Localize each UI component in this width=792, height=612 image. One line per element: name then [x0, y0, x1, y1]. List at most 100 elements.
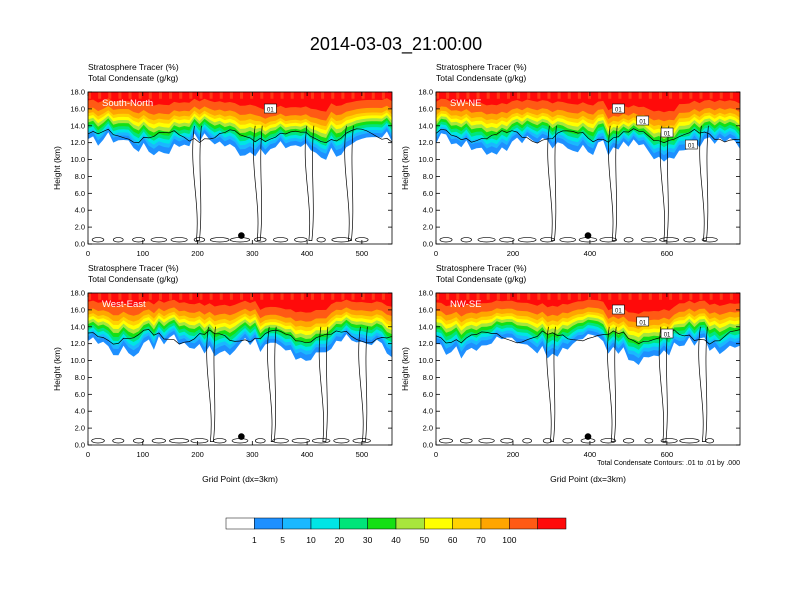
tracer-field [88, 293, 392, 444]
y-tick-label: 8.0 [423, 172, 433, 181]
x-tick-label: 200 [191, 450, 204, 459]
colorbar-swatch [509, 517, 538, 530]
location-marker [584, 232, 592, 239]
panel-name: West-East [102, 299, 146, 310]
y-tick-label: 18.0 [70, 88, 85, 97]
y-tick-label: 2.0 [75, 223, 85, 232]
y-tick-label: 12.0 [70, 138, 85, 147]
condensate-contours [436, 125, 740, 243]
contour-footnote: Total Condensate Contours: .01 to .01 by… [597, 460, 740, 467]
y-tick-label: 4.0 [423, 206, 433, 215]
x-tick-label: 100 [137, 249, 150, 258]
y-tick-label: 10.0 [70, 356, 85, 365]
colorbar-label: 100 [502, 535, 516, 545]
y-tick-label: 12.0 [418, 339, 433, 348]
y-tick-label: 12.0 [70, 339, 85, 348]
panel-west-east: West-East 0.0 2.0 4.0 6.0 8.0 10.0 12.0 14.0 16.0… [52, 263, 393, 484]
colorbar-swatch [254, 517, 283, 530]
panel-title-condensate: Total Condensate (g/kg) [436, 73, 526, 83]
y-tick-label: 10.0 [418, 356, 433, 365]
condensate-contours [88, 326, 392, 444]
colorbar-swatch [225, 517, 255, 530]
y-tick-label: 16.0 [418, 104, 433, 113]
y-tick-label: 8.0 [423, 373, 433, 382]
contour-label: 01 [660, 127, 674, 138]
y-tick-label: 6.0 [75, 189, 85, 198]
colorbar-swatch [452, 517, 482, 530]
colorbar-label: 1 [252, 535, 257, 545]
x-tick-label: 500 [356, 450, 369, 459]
contour-label: 01 [660, 328, 674, 339]
colorbar-swatch [537, 517, 567, 530]
svg-text:01: 01 [664, 132, 671, 138]
contour-label: 01 [612, 304, 625, 315]
colorbar-swatch [367, 517, 397, 530]
x-tick-label: 200 [507, 450, 520, 459]
tracer-field [88, 92, 392, 243]
colorbar-label: 10 [306, 535, 316, 545]
y-tick-label: 16.0 [70, 104, 85, 113]
y-tick-label: 2.0 [423, 223, 433, 232]
panel-sw-ne: 01 01 01 01 SW-NE 0.0 2.0 4.0 6.0 8.0 10.0 12.0 14.0… [400, 62, 741, 258]
panel-title-condensate: Total Condensate (g/kg) [88, 73, 178, 83]
plot-frame [87, 91, 393, 245]
panel-name: SW-NE [450, 98, 482, 109]
y-axis-label: Height (km) [400, 146, 410, 190]
panel-nw-se: 01 01 01 NW-SE 0.0 2.0 4.0 6.0 8.0 10.0 12.0 14.0 16… [400, 263, 741, 484]
y-tick-label: 14.0 [70, 121, 85, 130]
plot-frame [435, 292, 741, 446]
y-tick-label: 0.0 [75, 441, 85, 450]
panel-south-north: 01 South-North 0.0 2.0 4.0 6.0 8.0 10.0 12.0 14.0… [52, 62, 393, 258]
colorbar-label: 60 [448, 535, 458, 545]
y-tick-label: 12.0 [418, 138, 433, 147]
y-tick-label: 16.0 [70, 305, 85, 314]
panel-title-condensate: Total Condensate (g/kg) [88, 274, 178, 284]
x-tick-label: 300 [246, 450, 259, 459]
colorbar-swatch [282, 517, 312, 530]
x-tick-label: 300 [246, 249, 259, 258]
colorbar: 1 5 10 20 30 40 50 60 70 100 [225, 517, 567, 545]
contour-label: 01 [612, 103, 625, 114]
condensate-contours [436, 326, 740, 444]
x-tick-label: 0 [86, 249, 90, 258]
y-axis-label: Height (km) [52, 146, 62, 190]
y-tick-label: 2.0 [423, 424, 433, 433]
x-axis-label: Grid Point (dx=3km) [202, 474, 278, 484]
panel-title-tracer: Stratosphere Tracer (%) [88, 62, 179, 72]
svg-text:01: 01 [639, 321, 646, 327]
colorbar-swatch [395, 517, 425, 530]
y-tick-label: 4.0 [75, 206, 85, 215]
y-tick-label: 18.0 [418, 88, 433, 97]
svg-text:01: 01 [615, 309, 622, 315]
svg-text:01: 01 [267, 108, 274, 114]
y-tick-label: 14.0 [418, 322, 433, 331]
y-tick-label: 8.0 [75, 172, 85, 181]
colorbar-swatch [339, 517, 368, 530]
y-tick-label: 6.0 [423, 390, 433, 399]
panel-title-tracer: Stratosphere Tracer (%) [88, 263, 179, 273]
x-tick-label: 400 [584, 450, 597, 459]
tracer-field [436, 293, 740, 444]
tracer-field [436, 92, 740, 243]
y-tick-label: 10.0 [70, 155, 85, 164]
y-tick-label: 16.0 [418, 305, 433, 314]
contour-label: 01 [685, 139, 698, 150]
x-axis-label: Grid Point (dx=3km) [550, 474, 626, 484]
y-tick-label: 0.0 [423, 441, 433, 450]
y-tick-label: 6.0 [75, 390, 85, 399]
location-marker [238, 433, 245, 440]
y-axis-label: Height (km) [52, 347, 62, 391]
contour-label: 01 [264, 103, 277, 114]
y-tick-label: 18.0 [418, 289, 433, 298]
y-tick-label: 14.0 [70, 322, 85, 331]
x-tick-label: 400 [584, 249, 597, 258]
panels: 01 South-North 0.0 2.0 4.0 6.0 8.0 10.0 12.0 14.0… [52, 62, 741, 484]
y-tick-label: 18.0 [70, 289, 85, 298]
x-tick-label: 0 [86, 450, 90, 459]
location-marker [238, 232, 245, 239]
svg-text:01: 01 [639, 120, 646, 126]
colorbar-swatch [310, 517, 340, 530]
x-tick-label: 200 [191, 249, 204, 258]
y-axis-label: Height (km) [400, 347, 410, 391]
